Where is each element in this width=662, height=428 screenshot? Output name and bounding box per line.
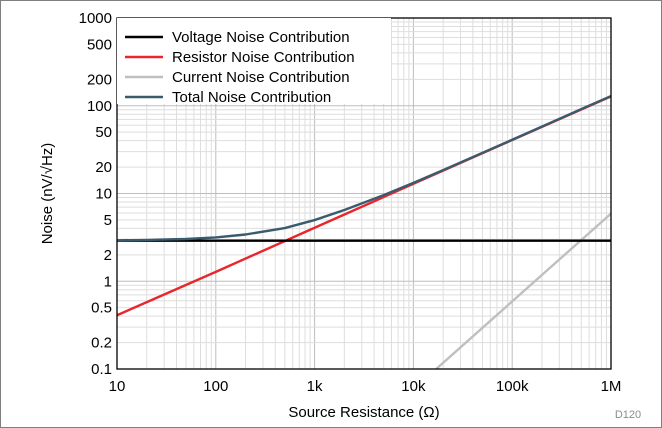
x-tick-label: 1k bbox=[307, 378, 323, 395]
legend-label-total-noise-contribution: Total Noise Contribution bbox=[172, 89, 331, 106]
x-tick-label: 10k bbox=[401, 378, 426, 395]
series-line-total-noise-contribution bbox=[116, 94, 612, 242]
y-tick-label: 200 bbox=[87, 71, 112, 88]
x-tick-label: 100k bbox=[496, 378, 529, 395]
legend: Voltage Noise Contribution Resistor Noise… bbox=[117, 18, 391, 106]
figure-id-label: D120 bbox=[615, 409, 641, 421]
y-tick-labels: 0.1 0.2 0.5 1 2 5 10 20 50 100 200 500 1000 bbox=[79, 10, 112, 378]
x-tick-label: 10 bbox=[109, 378, 126, 395]
legend-label-current-noise-contribution: Current Noise Contribution bbox=[172, 69, 350, 86]
y-tick-label: 1 bbox=[104, 273, 112, 290]
y-tick-label: 10 bbox=[95, 186, 112, 203]
series-lines bbox=[116, 94, 612, 370]
y-tick-label: 5 bbox=[104, 212, 112, 229]
legend-label-resistor-noise-contribution: Resistor Noise Contribution bbox=[172, 49, 355, 66]
y-tick-label: 1000 bbox=[79, 10, 112, 27]
y-tick-label: 500 bbox=[87, 36, 112, 53]
x-tick-labels: 10 100 1k 10k 100k 1M bbox=[109, 378, 622, 395]
x-tick-label: 1M bbox=[601, 378, 622, 395]
legend-label-voltage-noise-contribution: Voltage Noise Contribution bbox=[172, 29, 350, 46]
y-axis-title: Noise (nV/√Hz) bbox=[39, 143, 56, 245]
y-tick-label: 0.1 bbox=[91, 361, 112, 378]
y-tick-label: 2 bbox=[104, 247, 112, 264]
series-line-current-noise-contribution bbox=[435, 212, 612, 370]
y-tick-label: 50 bbox=[95, 124, 112, 141]
y-tick-label: 0.2 bbox=[91, 335, 112, 352]
y-tick-label: 20 bbox=[95, 159, 112, 176]
x-tick-label: 100 bbox=[203, 378, 228, 395]
y-tick-label: 0.5 bbox=[91, 300, 112, 317]
y-tick-label: 100 bbox=[87, 98, 112, 115]
x-axis-title: Source Resistance (Ω) bbox=[288, 404, 439, 421]
legend-box bbox=[117, 18, 391, 104]
